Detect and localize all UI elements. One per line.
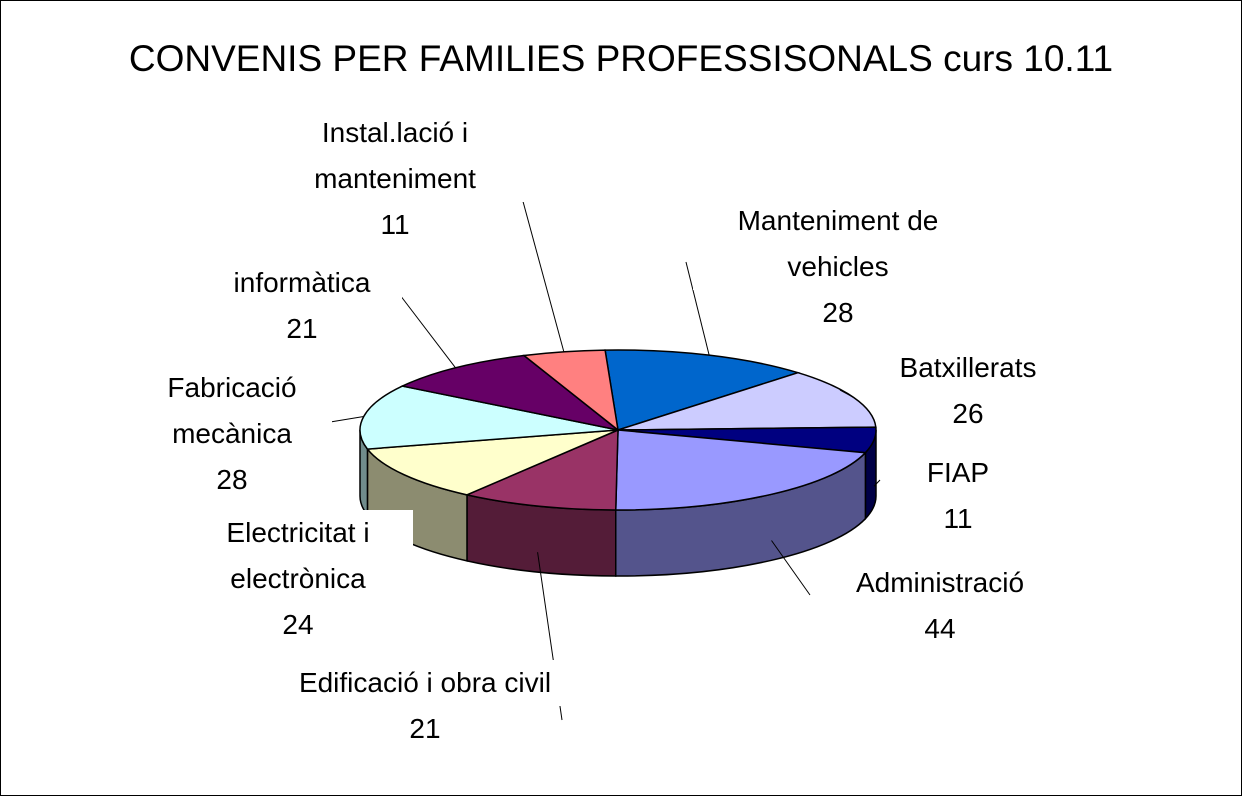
category-label: Administració (820, 560, 1060, 606)
category-label: Manteniment de vehicles (693, 198, 983, 290)
leader-line (873, 479, 881, 487)
data-label: Fabricació mecànica 28 (132, 365, 332, 503)
leader-line (839, 389, 855, 399)
value-label: 44 (924, 613, 956, 644)
value-label: 11 (380, 209, 410, 240)
category-label: FIAP (898, 450, 1018, 496)
leader-line (771, 540, 811, 596)
value-label: 28 (822, 297, 854, 328)
data-label: FIAP 11 (898, 450, 1018, 542)
category-label: Electricitat i electrònica (183, 510, 413, 602)
data-label: Edificació i obra civil 21 (275, 660, 575, 752)
category-label: Batxillerats (858, 345, 1078, 391)
value-label: 24 (282, 609, 314, 640)
chart-title: CONVENIS PER FAMILIES PROFESSISONALS cur… (128, 38, 1114, 79)
value-label: 11 (943, 503, 973, 534)
value-label: 21 (409, 713, 441, 744)
data-label: Manteniment de vehicles 28 (693, 198, 983, 336)
data-label: Administració 44 (820, 560, 1060, 652)
slice (522, 349, 620, 432)
category-label: Fabricació mecànica (132, 365, 332, 457)
slice (365, 429, 619, 496)
leader-line (685, 261, 710, 356)
value-label: 21 (286, 313, 318, 344)
data-label: Batxillerats 26 (858, 345, 1078, 437)
slice (464, 428, 619, 511)
category-label: Edificació i obra civil (275, 660, 575, 706)
value-label: 28 (216, 464, 248, 495)
category-label: Instal.lació i manteniment (265, 110, 525, 202)
slice (614, 429, 868, 511)
category-label: informàtica (202, 260, 402, 306)
data-label: Instal.lació i manteniment 11 (265, 110, 525, 248)
data-label: informàtica 21 (202, 260, 402, 352)
value-label: 26 (952, 398, 984, 429)
data-label: Electricitat i electrònica 24 (183, 510, 413, 648)
leader-line (399, 294, 456, 369)
